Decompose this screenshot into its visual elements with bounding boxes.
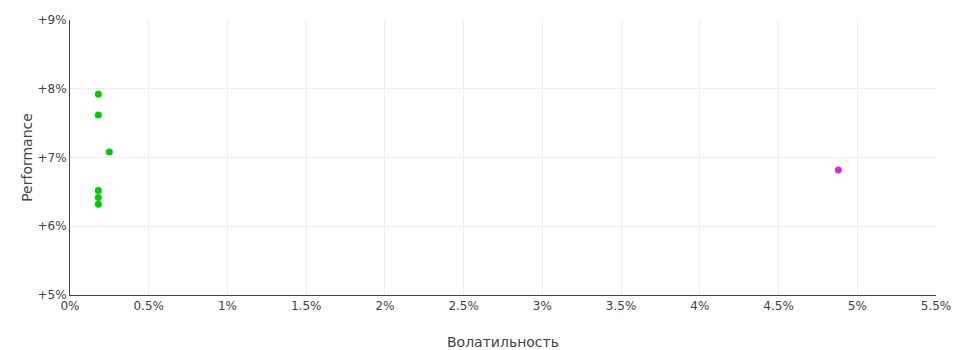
svg-text:Performance: Performance <box>19 113 35 202</box>
svg-text:+8%: +8% <box>38 82 67 96</box>
svg-text:5%: 5% <box>848 299 867 313</box>
svg-text:2.5%: 2.5% <box>448 299 479 313</box>
svg-text:+6%: +6% <box>38 219 67 233</box>
svg-text:4.5%: 4.5% <box>763 299 794 313</box>
svg-text:0.5%: 0.5% <box>133 299 164 313</box>
svg-text:0%: 0% <box>60 299 79 313</box>
svg-text:1.5%: 1.5% <box>291 299 322 313</box>
svg-text:+7%: +7% <box>38 151 67 165</box>
svg-text:2%: 2% <box>375 299 394 313</box>
svg-text:5.5%: 5.5% <box>921 299 952 313</box>
svg-text:+9%: +9% <box>38 13 67 27</box>
svg-text:Волатильность: Волатильность <box>447 334 559 350</box>
svg-text:+5%: +5% <box>38 288 67 302</box>
svg-text:3%: 3% <box>533 299 552 313</box>
svg-text:1%: 1% <box>218 299 237 313</box>
svg-text:4%: 4% <box>690 299 709 313</box>
svg-text:3.5%: 3.5% <box>606 299 637 313</box>
